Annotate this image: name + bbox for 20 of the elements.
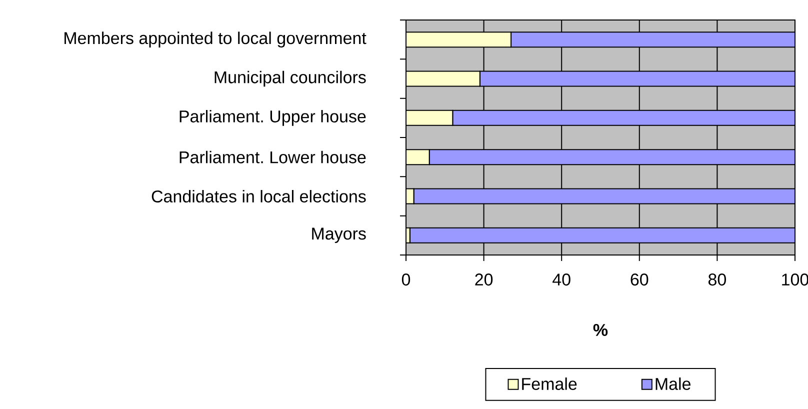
x-tick-label: 0 <box>402 274 410 286</box>
y-tick-label: Parliament. Upper house <box>180 110 366 126</box>
bar <box>428 149 795 166</box>
x-tick-label: 80 <box>708 274 726 286</box>
bar <box>413 188 795 204</box>
bar <box>452 110 795 126</box>
legend-label: Male <box>656 378 691 390</box>
y-tick-label: Municipal councilors <box>214 70 366 87</box>
bar <box>479 70 795 87</box>
bar <box>510 32 795 48</box>
x-tick-label: 60 <box>630 274 648 286</box>
x-tick-label: 20 <box>475 274 493 286</box>
x-tick-label: 40 <box>552 274 570 286</box>
y-tick-label: Parliament. Lower house <box>180 150 366 164</box>
x-axis-title: % <box>593 324 608 336</box>
legend-label: Female <box>522 378 577 390</box>
y-tick-label: Mayors <box>312 228 366 244</box>
y-tick-label: Members appointed to local government <box>64 32 366 48</box>
bar <box>409 227 795 244</box>
y-tick-label: Candidates in local elections <box>152 190 366 202</box>
